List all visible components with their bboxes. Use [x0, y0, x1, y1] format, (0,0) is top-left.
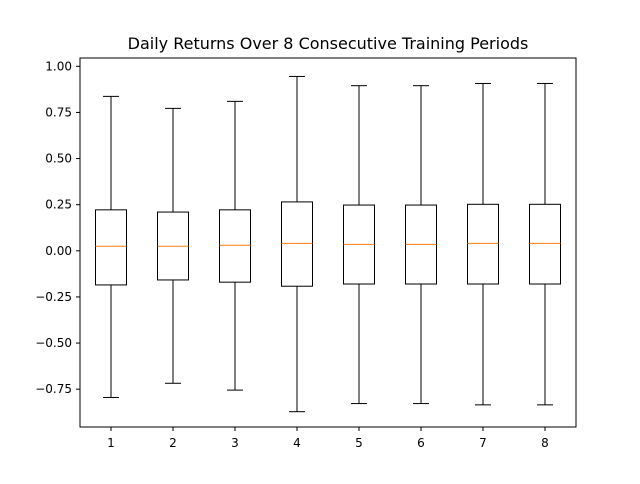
box-3	[220, 101, 251, 390]
y-tick-label: 0.25	[45, 198, 72, 212]
box-2	[158, 108, 189, 383]
box-5	[344, 86, 375, 404]
x-tick-label: 8	[541, 436, 549, 450]
y-tick-label: 0.00	[45, 244, 72, 258]
y-tick-label: −0.50	[35, 336, 72, 350]
axes-frame	[80, 58, 576, 427]
x-tick-label: 3	[231, 436, 239, 450]
x-tick-label: 5	[355, 436, 363, 450]
x-tick-label: 1	[107, 436, 115, 450]
y-tick-label: 1.00	[45, 59, 72, 73]
x-axis: 1 2 3 4 5 6 7 8	[107, 427, 549, 450]
iqr-box	[530, 204, 561, 284]
y-tick-label: 0.50	[45, 152, 72, 166]
boxes-layer	[96, 76, 561, 411]
x-tick-label: 2	[169, 436, 177, 450]
iqr-box	[220, 210, 251, 282]
y-tick-label: −0.75	[35, 382, 72, 396]
x-tick-label: 7	[479, 436, 487, 450]
box-1	[96, 96, 127, 397]
iqr-box	[282, 202, 313, 286]
box-6	[406, 86, 437, 404]
iqr-box	[468, 204, 499, 284]
box-7	[468, 83, 499, 404]
chart-title: Daily Returns Over 8 Consecutive Trainin…	[128, 34, 529, 53]
x-tick-label: 6	[417, 436, 425, 450]
x-tick-label: 4	[293, 436, 301, 450]
box-8	[530, 83, 561, 404]
box-4	[282, 76, 313, 411]
y-axis: −0.75 −0.50 −0.25 0.00 0.25 0.50 0.75 1.00	[35, 59, 80, 396]
y-tick-label: 0.75	[45, 105, 72, 119]
y-tick-label: −0.25	[35, 290, 72, 304]
iqr-box	[96, 210, 127, 285]
